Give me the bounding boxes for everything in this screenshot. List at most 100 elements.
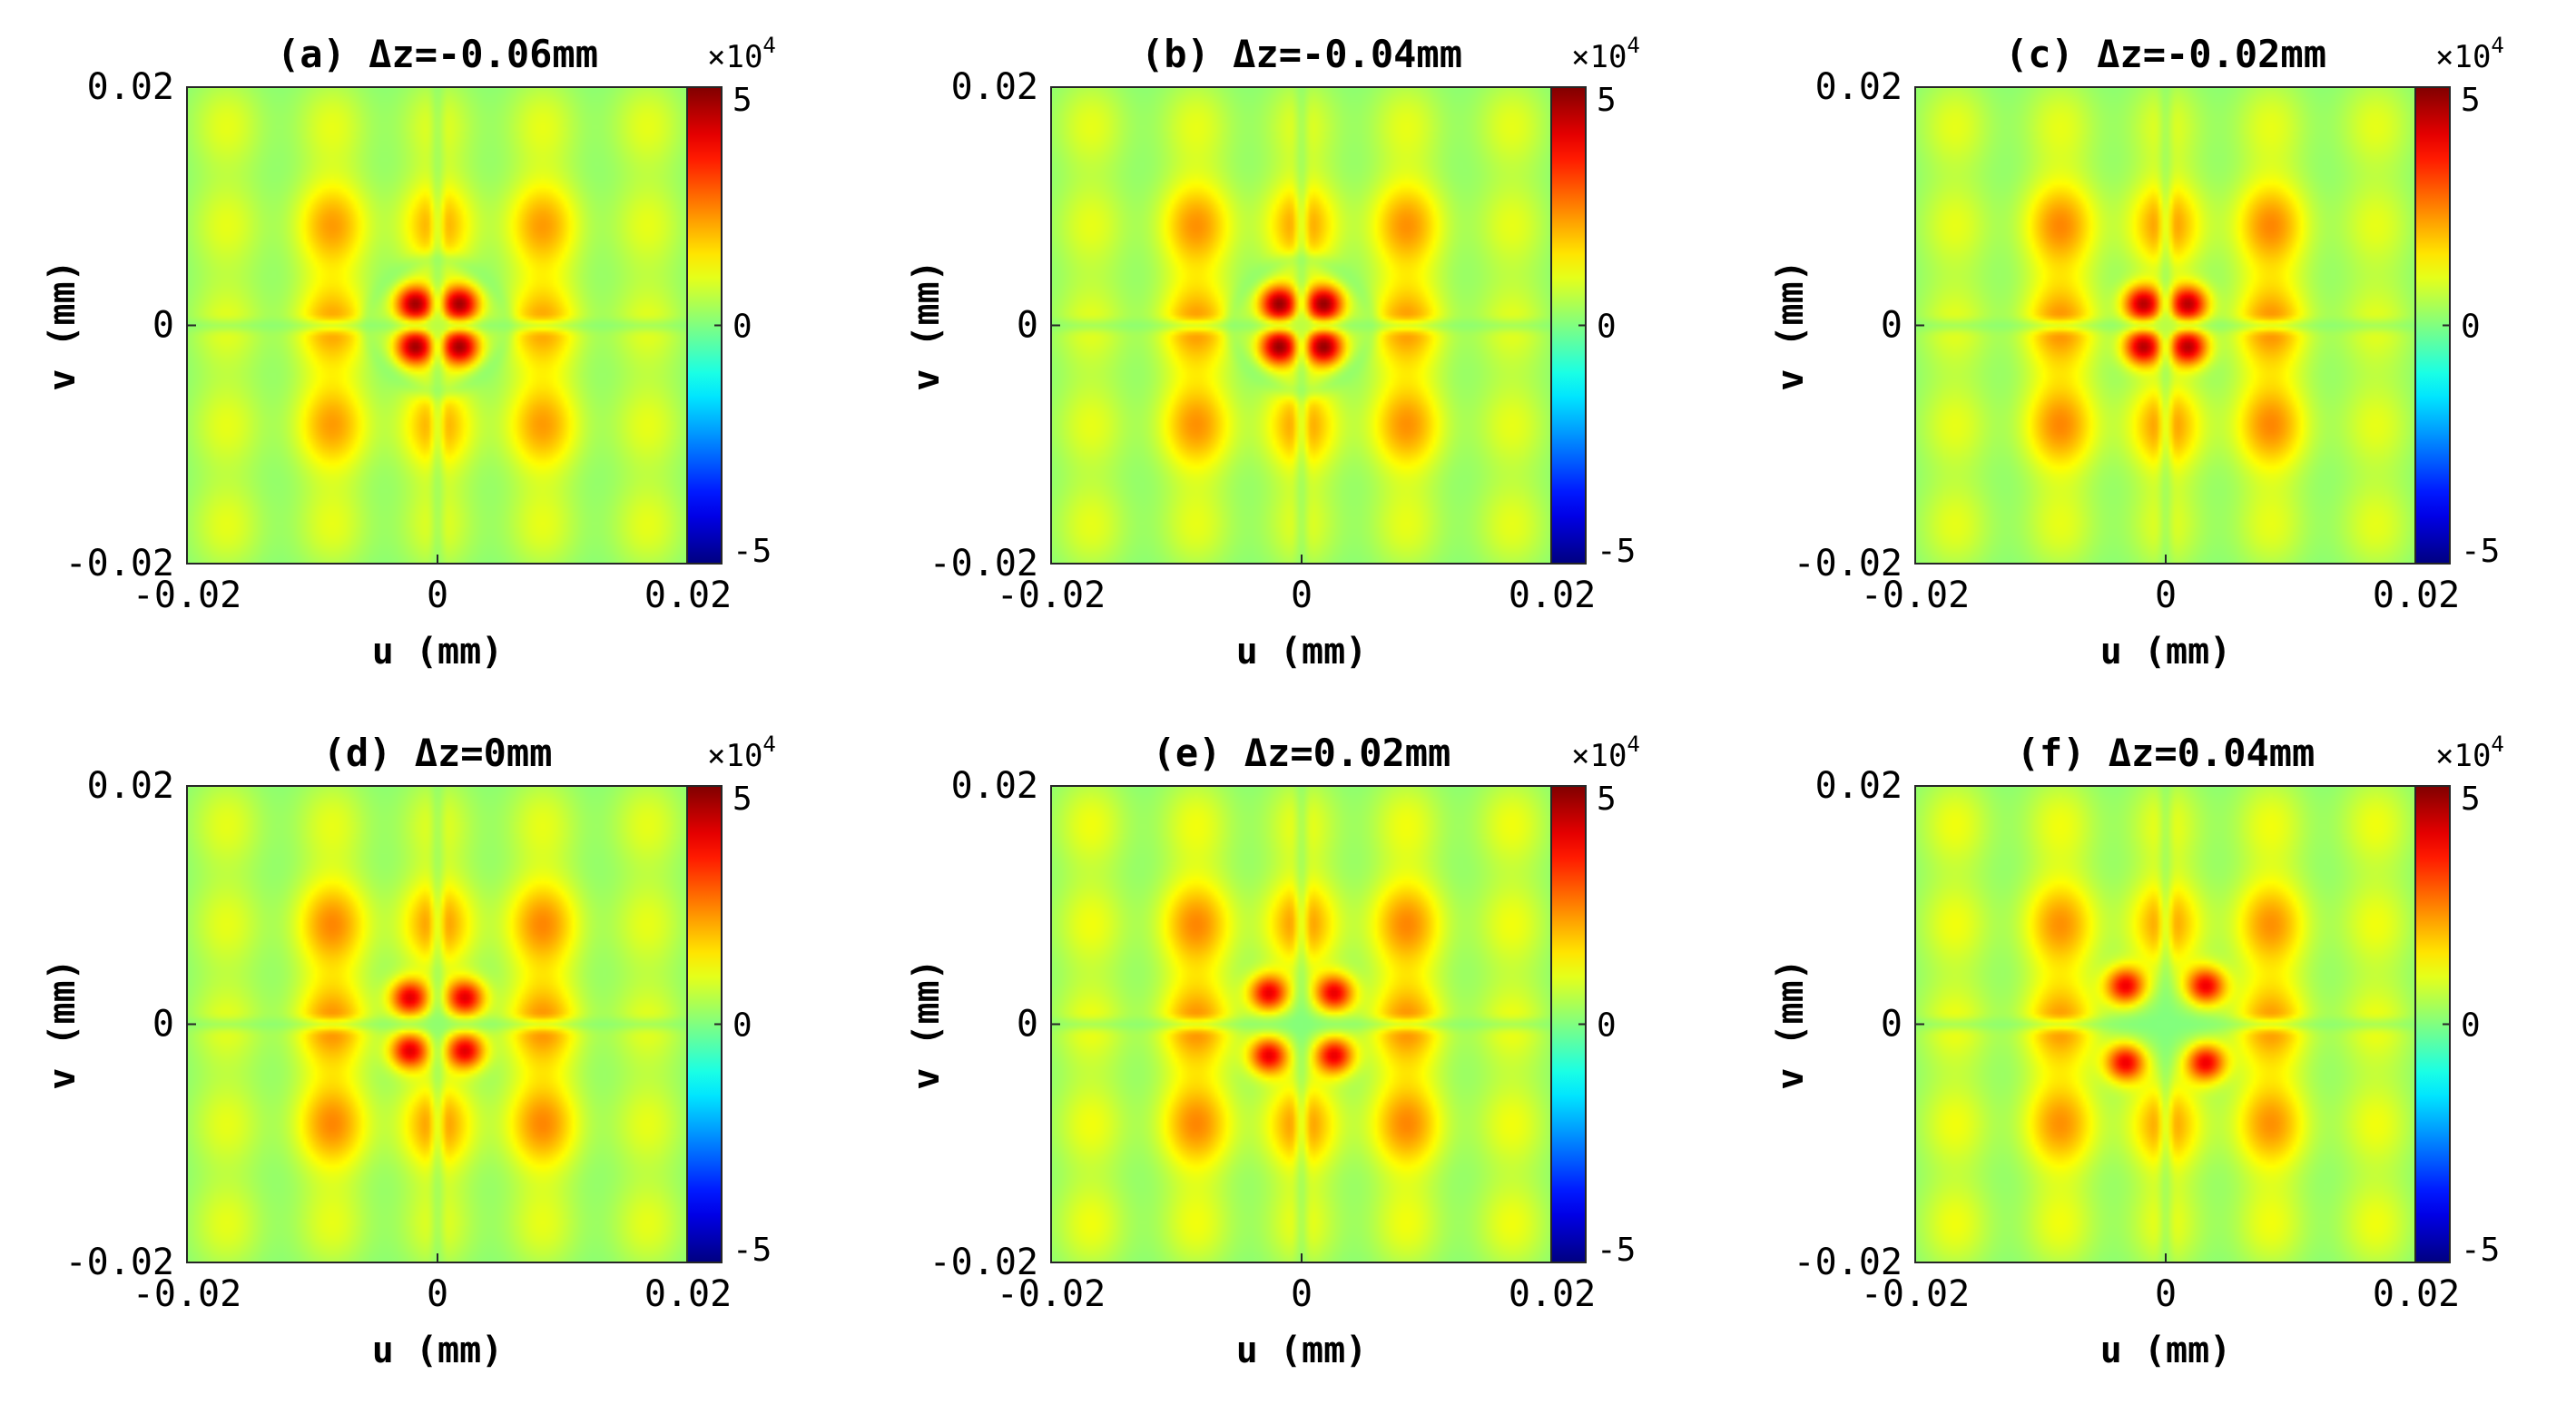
x-tick-label: -0.02 bbox=[1861, 575, 1970, 616]
y-tick-label: 0.02 bbox=[1815, 66, 1903, 108]
panel-title: (e) Δz=0.02mm bbox=[1153, 731, 1451, 775]
panel-title: (c) Δz=-0.02mm bbox=[2005, 32, 2326, 76]
colorbar-tick-label: 5 bbox=[732, 82, 752, 119]
y-tick-label: -0.02 bbox=[929, 1242, 1038, 1283]
colorbar-tick-label: 5 bbox=[2461, 781, 2481, 818]
y-tick-label: 0 bbox=[1017, 305, 1038, 347]
y-axis-label: v (mm) bbox=[1770, 958, 1812, 1090]
y-tick-label: 0 bbox=[1017, 1004, 1038, 1046]
colorbar-tick-label: 0 bbox=[732, 1007, 752, 1045]
x-tick-label: -0.02 bbox=[133, 1273, 241, 1315]
y-tick-label: -0.02 bbox=[1794, 543, 1903, 584]
x-axis-label: u (mm) bbox=[2100, 1330, 2232, 1371]
colorbar-tick-label: -5 bbox=[732, 533, 772, 570]
heatmap-image bbox=[1915, 87, 2416, 564]
y-axis-label: v (mm) bbox=[906, 958, 948, 1090]
colorbar-exponent-base: ×10 bbox=[2435, 738, 2491, 774]
panel-e: (e) Δz=0.02mm -0.02 0 0.02 0.02 0 -0.02 u (mm) v… bbox=[906, 731, 1640, 1371]
colorbar-tick-label: 5 bbox=[732, 781, 752, 818]
heatmap-image bbox=[1051, 786, 1552, 1262]
y-axis-label: v (mm) bbox=[42, 958, 84, 1090]
colorbar-exponent: ×104 bbox=[1571, 33, 1640, 75]
colorbar-exponent-base: ×10 bbox=[1571, 738, 1627, 774]
y-tick-label: 0 bbox=[1881, 305, 1903, 347]
colorbar: 5 0 -5 ×104 bbox=[2414, 33, 2504, 570]
x-tick-label: -0.02 bbox=[997, 1273, 1106, 1315]
panel-c: (c) Δz=-0.02mm -0.02 0 0.02 0.02 0 -0.02 u (mm)… bbox=[1770, 32, 2504, 673]
y-tick-label: 0 bbox=[152, 1004, 174, 1046]
panel-title: (b) Δz=-0.04mm bbox=[1141, 32, 1462, 76]
colorbar-tick-label: -5 bbox=[1597, 1232, 1636, 1269]
colorbar-tick-label: 0 bbox=[2461, 309, 2481, 346]
heatmap-image bbox=[1915, 786, 2416, 1262]
colorbar-tick-label: -5 bbox=[2461, 1232, 2500, 1269]
x-tick-label: 0.02 bbox=[644, 575, 732, 616]
panel-f: (f) Δz=0.04mm -0.02 0 0.02 0.02 0 -0.02 u (mm) v… bbox=[1770, 731, 2504, 1371]
colorbar-tick-label: 0 bbox=[1597, 309, 1617, 346]
colorbar-tick-label: 5 bbox=[2461, 82, 2481, 119]
colorbar-tick-label: -5 bbox=[1597, 533, 1636, 570]
colorbar-exponent-base: ×10 bbox=[1571, 39, 1627, 75]
colorbar-tick-label: -5 bbox=[2461, 533, 2500, 570]
x-tick-label: -0.02 bbox=[997, 575, 1106, 616]
colorbar-exponent-power: 4 bbox=[762, 33, 775, 58]
panel-b: (b) Δz=-0.04mm -0.02 0 0.02 0.02 0 -0.02 u (mm)… bbox=[906, 32, 1640, 673]
colorbar: 5 0 -5 ×104 bbox=[2414, 732, 2504, 1269]
colorbar-exponent-power: 4 bbox=[2491, 732, 2503, 757]
x-tick-label: 0.02 bbox=[2373, 1273, 2460, 1315]
panel-a: (a) Δz=-0.06mm -0.02 0 0.02 0.02 0 -0.02 u (mm)… bbox=[42, 32, 776, 673]
x-tick-label: 0 bbox=[1291, 1273, 1313, 1315]
x-tick-label: 0.02 bbox=[644, 1273, 732, 1315]
x-axis-label: u (mm) bbox=[2100, 631, 2232, 673]
y-tick-label: -0.02 bbox=[65, 1242, 174, 1283]
y-tick-label: -0.02 bbox=[1794, 1242, 1903, 1283]
y-axis-label: v (mm) bbox=[906, 260, 948, 391]
panel-title: (f) Δz=0.04mm bbox=[2017, 731, 2315, 775]
colorbar-tick-label: 0 bbox=[1597, 1007, 1617, 1045]
y-axis-label: v (mm) bbox=[1770, 260, 1812, 391]
colorbar-exponent-power: 4 bbox=[1627, 33, 1639, 58]
x-axis-label: u (mm) bbox=[1236, 1330, 1368, 1371]
heatmap-image bbox=[1051, 87, 1552, 564]
x-axis-label: u (mm) bbox=[372, 631, 504, 673]
colorbar-exponent-power: 4 bbox=[762, 732, 775, 757]
panel-d: (d) Δz=0mm -0.02 0 0.02 0.02 0 -0.02 u (mm) v (m… bbox=[42, 731, 776, 1371]
y-tick-label: 0.02 bbox=[87, 765, 174, 807]
colorbar-exponent: ×104 bbox=[2435, 732, 2504, 774]
colorbar: 5 0 -5 ×104 bbox=[1550, 732, 1640, 1269]
panel-title: (a) Δz=-0.06mm bbox=[277, 32, 598, 76]
colorbar-tick-label: 0 bbox=[2461, 1007, 2481, 1045]
colorbar-tick-label: -5 bbox=[732, 1232, 772, 1269]
colorbar-exponent-base: ×10 bbox=[2435, 39, 2491, 75]
colorbar-exponent: ×104 bbox=[2435, 33, 2504, 75]
x-tick-label: 0 bbox=[427, 1273, 448, 1315]
y-tick-label: 0.02 bbox=[1815, 765, 1903, 807]
colorbar-exponent-base: ×10 bbox=[707, 39, 762, 75]
x-tick-label: 0 bbox=[1291, 575, 1313, 616]
colorbar: 5 0 -5 ×104 bbox=[686, 33, 776, 570]
colorbar: 5 0 -5 ×104 bbox=[686, 732, 776, 1269]
heatmap-image bbox=[187, 786, 688, 1262]
y-tick-label: -0.02 bbox=[929, 543, 1038, 584]
x-axis-label: u (mm) bbox=[372, 1330, 504, 1371]
y-tick-label: 0.02 bbox=[951, 765, 1038, 807]
x-axis-label: u (mm) bbox=[1236, 631, 1368, 673]
colorbar-exponent: ×104 bbox=[707, 33, 776, 75]
panel-title: (d) Δz=0mm bbox=[323, 731, 553, 775]
heatmap-image bbox=[187, 87, 688, 564]
x-tick-label: 0.02 bbox=[1509, 1273, 1596, 1315]
y-tick-label: 0.02 bbox=[951, 66, 1038, 108]
colorbar-tick-label: 5 bbox=[1597, 82, 1617, 119]
x-tick-label: 0 bbox=[2155, 575, 2177, 616]
colorbar-tick-label: 0 bbox=[732, 309, 752, 346]
y-tick-label: 0.02 bbox=[87, 66, 174, 108]
colorbar-exponent-base: ×10 bbox=[707, 738, 762, 774]
colorbar-exponent-power: 4 bbox=[1627, 732, 1639, 757]
x-tick-label: 0 bbox=[2155, 1273, 2177, 1315]
colorbar: 5 0 -5 ×104 bbox=[1550, 33, 1640, 570]
x-tick-label: -0.02 bbox=[1861, 1273, 1970, 1315]
colorbar-exponent-power: 4 bbox=[2491, 33, 2503, 58]
x-tick-label: 0 bbox=[427, 575, 448, 616]
y-axis-label: v (mm) bbox=[42, 260, 84, 391]
